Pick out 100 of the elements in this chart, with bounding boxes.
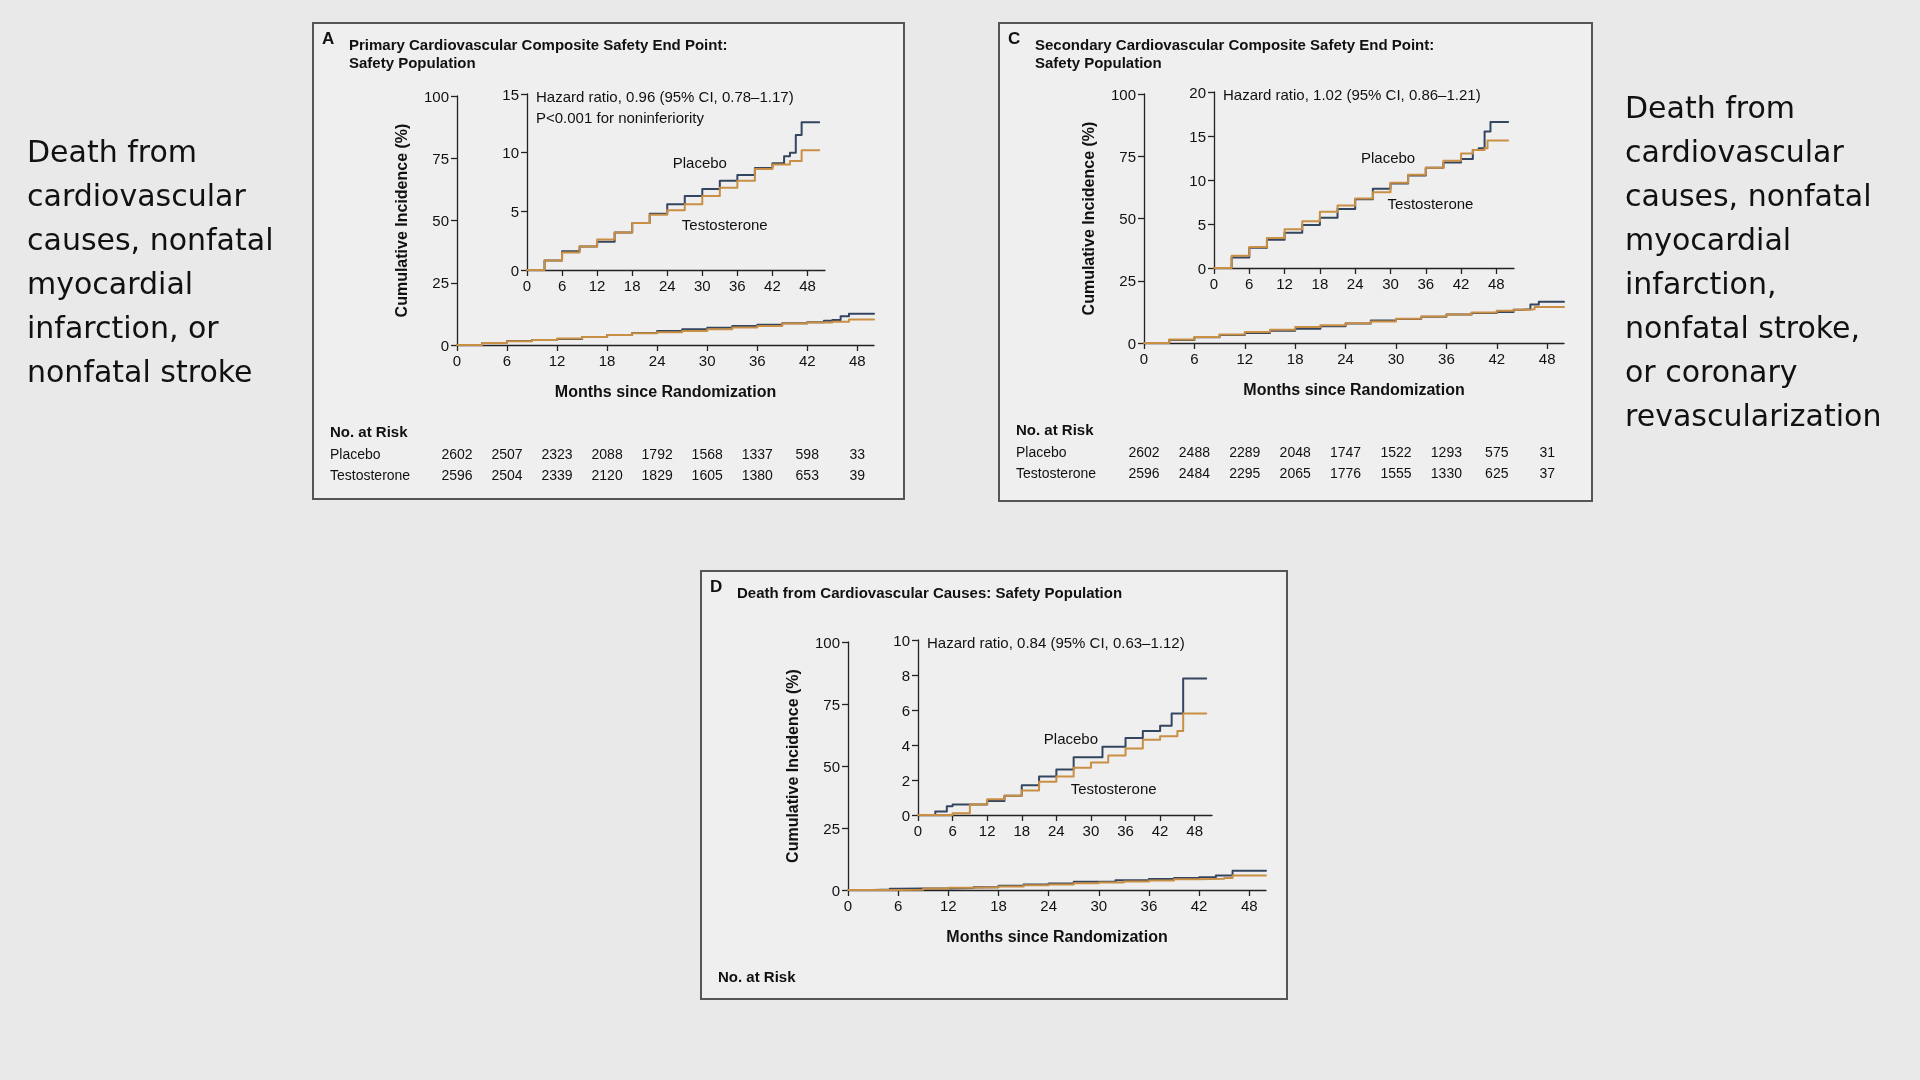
y-tick-label: 10 xyxy=(502,144,519,162)
chart-title: Death from Cardiovascular Causes: Safety Population xyxy=(737,583,1123,601)
x-tick-label: 12 xyxy=(978,822,996,839)
y-tick-label: 4 xyxy=(901,736,910,754)
series-label: Testosterone xyxy=(1387,194,1474,212)
y-axis-title: Cumulative Incidence (%) xyxy=(1079,121,1097,316)
text: Placebo 2602 2488 2289 2048 1747 1522 1293 575 31 xyxy=(1016,444,1555,460)
x-tick-label: 42 xyxy=(764,277,781,294)
x-tick-label: 12 xyxy=(588,277,606,294)
y-tick-label: 25 xyxy=(432,274,449,292)
x-tick-label: 0 xyxy=(1139,350,1149,367)
chart-title: Secondary Cardiovascular Composite Safety End Point: Safety Population xyxy=(1035,35,1439,71)
x-tick-label: 0 xyxy=(843,897,853,914)
y-tick-label: 0 xyxy=(901,806,910,824)
annotation: Hazard ratio, 0.96 (95% CI, 0.78–1.17) xyxy=(536,88,794,105)
y-tick-label: 5 xyxy=(510,202,519,220)
chart-title: Primary Cardiovascular Composite Safety End Point: Safety Population xyxy=(349,35,732,71)
x-tick-label: 24 xyxy=(1337,350,1354,367)
y-tick-label: 5 xyxy=(1197,215,1206,233)
x-tick-label: 36 xyxy=(1140,897,1158,914)
y-tick-label: 0 xyxy=(831,881,840,899)
y-tick-label: 75 xyxy=(823,695,840,713)
y-tick-label: 100 xyxy=(1110,85,1136,103)
x-tick-label: 48 xyxy=(1538,350,1556,367)
text: Death from cardiovascular causes, nonfatal myocardial infarction, or nonfatal stroke xyxy=(27,133,275,391)
x-tick-label: 18 xyxy=(990,897,1007,914)
y-tick-label: 15 xyxy=(502,85,519,103)
x-tick-label: 48 xyxy=(799,277,816,294)
x-tick-label: 48 xyxy=(1186,822,1204,839)
x-tick-label: 18 xyxy=(1311,275,1329,292)
series-label: Placebo xyxy=(672,153,727,171)
text: No. at Risk xyxy=(330,423,408,440)
x-tick-label: 36 xyxy=(748,352,766,369)
series-label: Testosterone xyxy=(1070,779,1157,797)
x-tick-label: 0 xyxy=(1209,275,1219,292)
x-tick-label: 42 xyxy=(1452,275,1470,292)
y-tick-label: 50 xyxy=(432,212,449,229)
x-tick-label: 0 xyxy=(522,277,532,294)
y-tick-label: 0 xyxy=(1127,334,1136,352)
text: C xyxy=(1008,29,1021,49)
y-tick-label: 10 xyxy=(1189,171,1206,189)
x-tick-label: 30 xyxy=(1382,275,1399,292)
x-tick-label: 6 xyxy=(948,822,957,839)
y-tick-label: 50 xyxy=(823,757,840,775)
x-tick-label: 6 xyxy=(557,277,567,294)
x-tick-label: 12 xyxy=(1236,350,1254,367)
x-tick-label: 30 xyxy=(1082,822,1100,839)
x-tick-label: 48 xyxy=(1488,275,1505,292)
annotation: P<0.001 for noninferiority xyxy=(536,109,705,126)
series-label: Placebo xyxy=(1043,730,1099,748)
text: Death from cardiovascular causes, nonfatal myocardial infarction, nonfatal stroke, or coronary revascularization xyxy=(1625,89,1883,435)
y-tick-label: 75 xyxy=(1119,147,1136,165)
series-label: Testosterone xyxy=(681,216,768,234)
text: Testosterone 2596 2484 2295 2065 1776 1555 1330 625 37 xyxy=(1016,465,1555,481)
x-tick-label: 30 xyxy=(1090,897,1108,914)
y-tick-label: 10 xyxy=(893,631,910,649)
x-tick-label: 18 xyxy=(623,277,641,294)
x-tick-label: 30 xyxy=(698,352,716,369)
x-tick-label: 18 xyxy=(1286,350,1304,367)
y-tick-label: 50 xyxy=(1119,210,1136,227)
x-tick-label: 0 xyxy=(452,352,462,369)
x-tick-label: 42 xyxy=(1151,822,1169,839)
x-tick-label: 12 xyxy=(548,352,566,369)
x-tick-label: 24 xyxy=(1346,275,1364,292)
x-axis-title: Months since Randomization xyxy=(1243,380,1465,398)
annotation: Hazard ratio, 1.02 (95% CI, 0.86–1.21) xyxy=(1223,86,1481,103)
y-tick-label: 75 xyxy=(432,149,449,167)
x-axis-title: Months since Randomization xyxy=(946,927,1168,945)
y-tick-label: 8 xyxy=(901,666,910,684)
y-tick-label: 0 xyxy=(510,261,519,279)
x-tick-label: 36 xyxy=(729,277,746,294)
y-axis-title: Cumulative Incidence (%) xyxy=(392,123,410,318)
text: Placebo 2602 2507 2323 2088 1792 1568 1337 598 33 xyxy=(330,446,866,462)
x-tick-label: 42 xyxy=(798,352,816,369)
y-tick-label: 6 xyxy=(901,701,910,719)
y-tick-label: 100 xyxy=(423,87,449,105)
x-tick-label: 12 xyxy=(1276,275,1293,292)
text: No. at Risk xyxy=(718,968,796,985)
text: Testosterone 2596 2504 2339 2120 1829 1605 1380 653 39 xyxy=(330,467,866,483)
x-tick-label: 36 xyxy=(1438,350,1455,367)
text: D xyxy=(710,577,723,597)
y-tick-label: 25 xyxy=(1119,272,1136,290)
y-tick-label: 2 xyxy=(901,771,910,789)
x-tick-label: 24 xyxy=(1048,822,1065,839)
x-axis-title: Months since Randomization xyxy=(554,382,777,400)
x-tick-label: 42 xyxy=(1190,897,1208,914)
x-tick-label: 24 xyxy=(1040,897,1057,914)
y-tick-label: 15 xyxy=(1189,127,1206,145)
x-tick-label: 30 xyxy=(1387,350,1405,367)
x-tick-label: 12 xyxy=(939,897,957,914)
x-tick-label: 18 xyxy=(1013,822,1031,839)
x-tick-label: 6 xyxy=(1245,275,1254,292)
x-tick-label: 48 xyxy=(1240,897,1258,914)
y-axis-title: Cumulative Incidence (%) xyxy=(783,669,801,863)
x-tick-label: 36 xyxy=(1417,275,1435,292)
x-tick-label: 24 xyxy=(648,352,666,369)
series-label: Placebo xyxy=(1361,148,1416,166)
x-tick-label: 42 xyxy=(1488,350,1506,367)
x-tick-label: 30 xyxy=(693,277,711,294)
y-tick-label: 0 xyxy=(1197,259,1206,277)
